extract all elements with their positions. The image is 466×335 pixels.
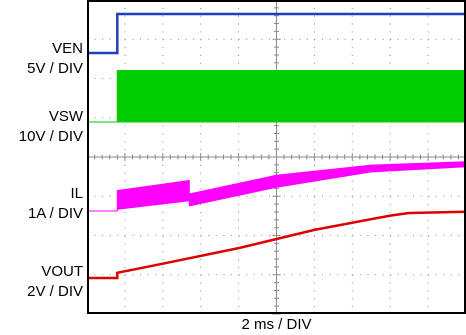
vsw-label: VSW 10V / DIV <box>19 107 83 147</box>
il-envelope <box>87 161 466 212</box>
vsw-envelope <box>87 70 466 123</box>
il-label: IL 1A / DIV <box>28 184 83 224</box>
vsw-name: VSW <box>48 108 83 125</box>
grid-layer <box>87 0 466 315</box>
x-axis-label: 2 ms / DIV <box>241 316 312 333</box>
vout-scale: 2V / DIV <box>27 283 83 300</box>
il-scale: 1A / DIV <box>27 205 83 222</box>
ven-trace <box>87 12 466 55</box>
vout-label: VOUT 2V / DIV <box>27 262 83 302</box>
ven-label: VEN 5V / DIV <box>27 39 83 79</box>
vsw-scale: 10V / DIV <box>18 128 83 145</box>
trace-layer <box>87 12 466 280</box>
vout-trace <box>87 210 466 280</box>
oscilloscope-plot <box>87 0 466 315</box>
vout-name: VOUT <box>41 263 83 280</box>
plot-frame <box>87 0 466 314</box>
il-name: IL <box>70 185 83 202</box>
ven-name: VEN <box>52 40 83 57</box>
ven-scale: 5V / DIV <box>27 60 83 77</box>
